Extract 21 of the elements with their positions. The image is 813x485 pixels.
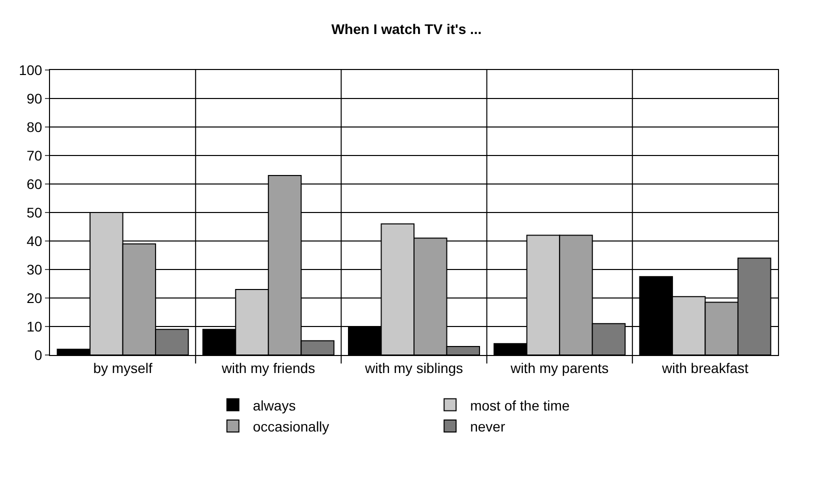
- y-tick-label: 30: [26, 261, 42, 278]
- x-tick-label: with breakfast: [661, 360, 748, 376]
- y-tick-label: 50: [26, 204, 42, 220]
- legend-label: always: [252, 397, 296, 414]
- y-tick-label: 100: [18, 62, 42, 78]
- y-tick-label: 90: [26, 90, 42, 106]
- legend-label: most of the time: [470, 397, 570, 414]
- y-tick-label: 70: [26, 147, 42, 164]
- x-tick-label: with my parents: [510, 360, 609, 376]
- y-tick-label: 60: [26, 176, 42, 192]
- y-tick-label: 0: [34, 346, 42, 363]
- x-tick-label: with my siblings: [364, 360, 464, 376]
- y-tick-label: 10: [26, 318, 42, 334]
- chart-title: When I watch TV it's ...: [331, 21, 482, 38]
- legend-label: never: [470, 418, 506, 434]
- y-tick-label: 80: [26, 118, 42, 135]
- x-tick-label: by myself: [93, 360, 152, 376]
- x-tick-label: with my friends: [220, 360, 316, 376]
- y-tick-label: 40: [26, 232, 42, 249]
- y-tick-label: 20: [26, 290, 42, 306]
- legend-label: occasionally: [252, 418, 330, 434]
